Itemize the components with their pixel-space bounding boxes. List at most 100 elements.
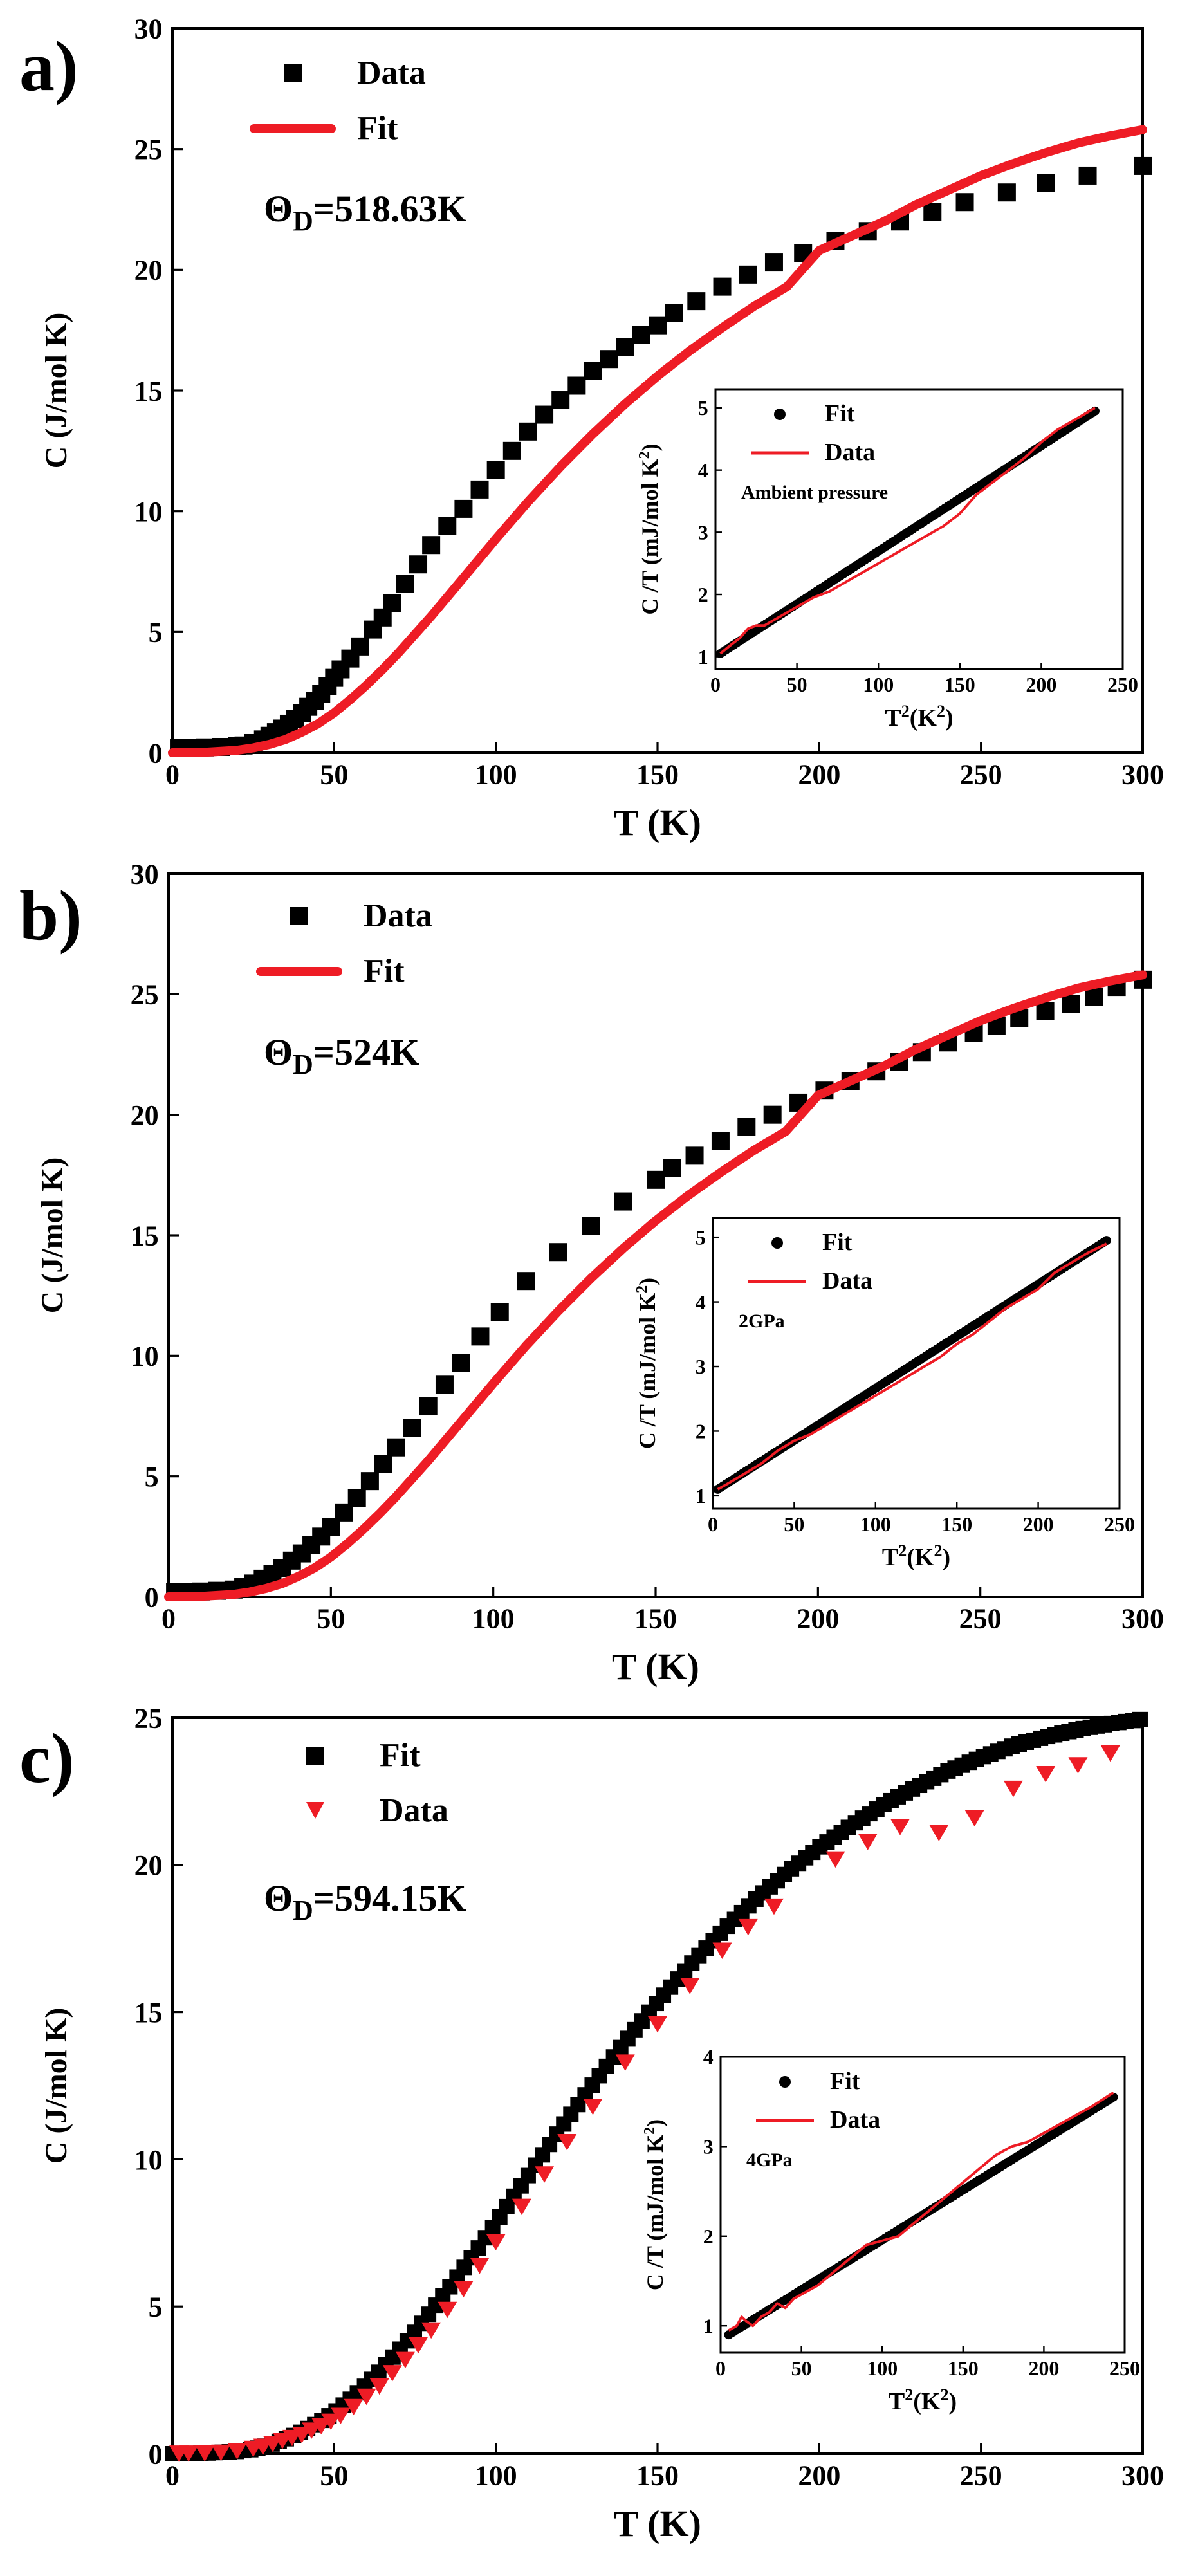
data-point (955, 193, 974, 212)
data-point (615, 2054, 635, 2071)
data-point (179, 2445, 199, 2462)
panel-1-xtick-label: 300 (1121, 759, 1164, 790)
data-point (347, 1489, 366, 1507)
inset-xtick-label: 150 (948, 2357, 979, 2380)
data-point (321, 2413, 341, 2431)
inset-ytick-label: 1 (696, 1484, 706, 1507)
panel-2-xtick-label: 150 (634, 1603, 677, 1634)
inset-xlabel-base: T (882, 1544, 898, 1571)
panel-2-xtick-label: 250 (959, 1603, 1002, 1634)
inset-ylabel-base: C /T (mJ/mol K (642, 2135, 668, 2290)
data-point (502, 441, 521, 460)
inset-fit-dot (1101, 1236, 1111, 1246)
data-point (311, 2418, 331, 2435)
inset: 0 50 100 150 200 250 1 2 3 4 5 Fit Data Ambient press… (636, 388, 1138, 731)
panel-1-ytick-label: 25 (134, 134, 163, 165)
panel-2-ytick-label: 20 (131, 1099, 159, 1131)
inset-ytick-label: 3 (703, 2135, 714, 2158)
data-point (764, 253, 783, 272)
legend-label: Fit (380, 1737, 421, 1774)
data-point (382, 2365, 402, 2382)
data-point (600, 350, 618, 369)
inset-data-curve (719, 407, 1096, 655)
inset-legend-marker (771, 1237, 783, 1249)
inset-x-axis-label: T2(K2) (885, 702, 953, 731)
data-point (409, 555, 428, 574)
inset-xlabel-tail: (K (913, 2388, 941, 2415)
data-point (422, 536, 441, 555)
data-point (195, 2445, 215, 2462)
panel-1-ytick-label: 30 (134, 13, 163, 44)
data-point (471, 1327, 490, 1346)
data-point (438, 2301, 457, 2319)
inset-legend-marker (779, 2076, 791, 2088)
inset-ytick-label: 2 (698, 583, 708, 606)
inset-legend-label: Data (830, 2106, 880, 2133)
y-axis-label: C (J/mol K) (35, 1157, 69, 1314)
data-point (211, 2444, 231, 2461)
panel-2-xtick-label: 300 (1121, 1603, 1164, 1634)
data-point (331, 2407, 351, 2425)
panel-3-ytick-label: 5 (149, 2292, 163, 2323)
panel-label: b) (19, 876, 82, 955)
inset-legend-label: Fit (822, 1229, 853, 1256)
panel-3-ytick-label: 20 (134, 1850, 163, 1881)
inset-xlabel-sup2: 2 (937, 702, 945, 721)
data-point (583, 2099, 603, 2115)
inset-xtick-label: 50 (791, 2357, 812, 2380)
data-point (712, 1942, 732, 1960)
panel-3-xtick-label: 0 (165, 2460, 180, 2491)
inset-data-curve (717, 1242, 1107, 1491)
panel-3-xtick-label: 200 (798, 2460, 840, 2491)
legend-label: Data (357, 55, 426, 91)
data-point (964, 1810, 984, 1827)
inset-xlabel-base: T (889, 2388, 905, 2415)
data-point (711, 1132, 730, 1150)
data-point (395, 2351, 415, 2369)
inset-xtick-label: 100 (860, 1513, 891, 1536)
inset-ylabel-sup: 2 (634, 1285, 650, 1293)
fit-curve (164, 970, 1147, 1601)
panel-1-xtick-label: 100 (475, 759, 517, 790)
inset-legend-label: Data (822, 1267, 872, 1294)
inset-ytick-label: 3 (698, 521, 708, 544)
inset-xtick-label: 200 (1028, 2357, 1059, 2380)
data-point (551, 391, 570, 410)
inset-ylabel-end: ) (637, 443, 663, 451)
data-point (858, 1834, 878, 1850)
panel-2-xtick-label: 100 (472, 1603, 515, 1634)
data-point (396, 575, 414, 593)
data-point (632, 326, 650, 344)
panel-label: c) (19, 1719, 74, 1798)
inset-xlabel-sup: 2 (905, 2386, 913, 2404)
inset-frame (712, 1217, 1121, 1510)
legend-label: Fit (364, 953, 405, 989)
panel-1-ytick-label: 10 (134, 496, 163, 528)
data-point (738, 1918, 758, 1936)
panel-3-xtick-label: 100 (475, 2460, 517, 2491)
data-point (929, 1825, 949, 1841)
y-axis-label: C (J/mol K) (39, 313, 73, 469)
inset-ytick-label: 4 (703, 2045, 714, 2068)
data-point (1068, 1757, 1088, 1774)
legend: Data Fit (250, 55, 426, 147)
theta-annotation: ΘD=594.15K (264, 1877, 466, 1926)
data-point (470, 2258, 490, 2274)
data-point (890, 1819, 910, 1835)
data-point (713, 277, 732, 296)
theta-value: =518.63K (313, 188, 466, 230)
panel-2-ytick-label: 10 (131, 1341, 159, 1372)
data-point (486, 461, 505, 479)
data-point (687, 292, 706, 311)
inset-condition-label: Ambient pressure (741, 482, 888, 503)
inset-xtick-label: 0 (710, 673, 721, 696)
inset-legend-marker (774, 409, 786, 420)
inset-ytick-label: 4 (696, 1291, 706, 1314)
inset-ylabel-base: C /T (mJ/mol K (637, 459, 663, 614)
inset-frame (719, 2056, 1126, 2354)
x-axis-label: T (K) (612, 1646, 699, 1688)
inset-xlabel-end: ) (945, 704, 954, 731)
